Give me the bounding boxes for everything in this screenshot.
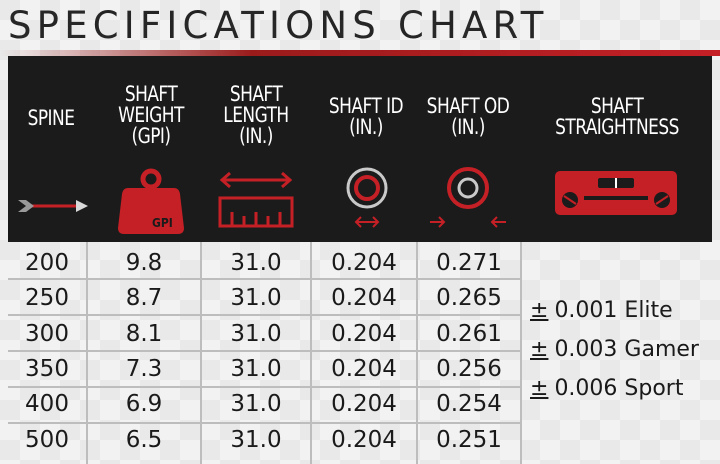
outer-diameter-icon <box>430 167 506 228</box>
straightness-item: ±0.001 Elite <box>530 298 673 324</box>
cell-length: 31.0 <box>230 427 282 453</box>
cell-od: 0.254 <box>436 391 502 417</box>
cell-length: 31.0 <box>230 391 282 417</box>
cell-spine: 350 <box>25 356 69 382</box>
cell-id: 0.204 <box>331 321 397 347</box>
header-straightness-label: SHAFT STRAIGHTNESS <box>555 94 679 139</box>
header-length: SHAFT LENGTH (IN.) <box>206 56 306 242</box>
arrow-icon <box>18 200 88 212</box>
plus-minus-symbol: ± <box>530 337 549 362</box>
straightness-value: 0.006 Sport <box>554 376 684 401</box>
straightness-item: ±0.003 Gamer <box>530 337 699 363</box>
cell-spine: 500 <box>25 427 69 453</box>
column-divider <box>416 242 418 464</box>
cell-weight: 8.1 <box>125 321 163 347</box>
plus-minus-symbol: ± <box>530 376 549 401</box>
cell-id: 0.204 <box>331 391 397 417</box>
cell-length: 31.0 <box>230 356 282 382</box>
table-body: 200 9.8 31.0 0.204 0.271 250 8.7 31.0 0.… <box>8 242 712 464</box>
header-od: SHAFT OD (IN.) <box>418 56 518 242</box>
row-divider <box>8 350 522 352</box>
cell-od: 0.261 <box>436 321 502 347</box>
header-id: SHAFT ID (IN.) <box>314 56 418 242</box>
cell-weight: 6.9 <box>125 391 163 417</box>
weight-icon <box>118 168 184 234</box>
plus-minus-symbol: ± <box>530 298 549 323</box>
weight-icon-label: GPI <box>152 216 173 230</box>
cell-weight: 7.3 <box>125 356 163 382</box>
cell-length: 31.0 <box>230 285 282 311</box>
cell-od: 0.256 <box>436 356 502 382</box>
row-divider <box>8 278 522 280</box>
column-divider <box>310 242 312 464</box>
column-divider <box>86 242 88 464</box>
cell-weight: 8.7 <box>125 285 163 311</box>
level-icon <box>555 171 677 215</box>
header-length-label: SHAFT LENGTH (IN.) <box>223 82 289 148</box>
cell-spine: 300 <box>25 321 69 347</box>
cell-id: 0.204 <box>331 427 397 453</box>
inner-diameter-icon <box>346 167 388 228</box>
cell-length: 31.0 <box>230 321 282 347</box>
cell-od: 0.271 <box>436 250 502 276</box>
cell-id: 0.204 <box>331 356 397 382</box>
straightness-item: ±0.006 Sport <box>530 376 683 402</box>
cell-length: 31.0 <box>230 250 282 276</box>
header-spine: SPINE <box>8 56 94 242</box>
cell-id: 0.204 <box>331 285 397 311</box>
header-weight-label: SHAFT WEIGHT (GPI) <box>118 82 184 148</box>
header-weight: SHAFT WEIGHT (GPI) GPI <box>96 56 206 242</box>
straightness-value: 0.003 Gamer <box>554 337 699 362</box>
column-divider <box>200 242 202 464</box>
page-title: SPECIFICATIONS CHART <box>8 4 549 47</box>
cell-spine: 200 <box>25 250 69 276</box>
cell-weight: 9.8 <box>125 250 163 276</box>
table-header: SPINE SHAFT WEIGHT (GPI) GPI SHAFT LENGT… <box>8 56 712 242</box>
row-divider <box>8 422 522 424</box>
header-od-label: SHAFT OD (IN.) <box>426 94 510 139</box>
cell-od: 0.251 <box>436 427 502 453</box>
row-divider <box>8 314 522 316</box>
header-id-label: SHAFT ID (IN.) <box>328 94 404 139</box>
cell-od: 0.265 <box>436 285 502 311</box>
ruler-icon <box>218 172 294 228</box>
cell-spine: 400 <box>25 391 69 417</box>
header-spine-label: SPINE <box>27 106 75 130</box>
cell-id: 0.204 <box>331 250 397 276</box>
cell-spine: 250 <box>25 285 69 311</box>
straightness-value: 0.001 Elite <box>554 298 673 323</box>
title-accent-line <box>0 50 720 56</box>
cell-weight: 6.5 <box>125 427 163 453</box>
header-straightness: SHAFT STRAIGHTNESS <box>522 56 712 242</box>
column-divider <box>520 242 522 464</box>
row-divider <box>8 386 522 388</box>
